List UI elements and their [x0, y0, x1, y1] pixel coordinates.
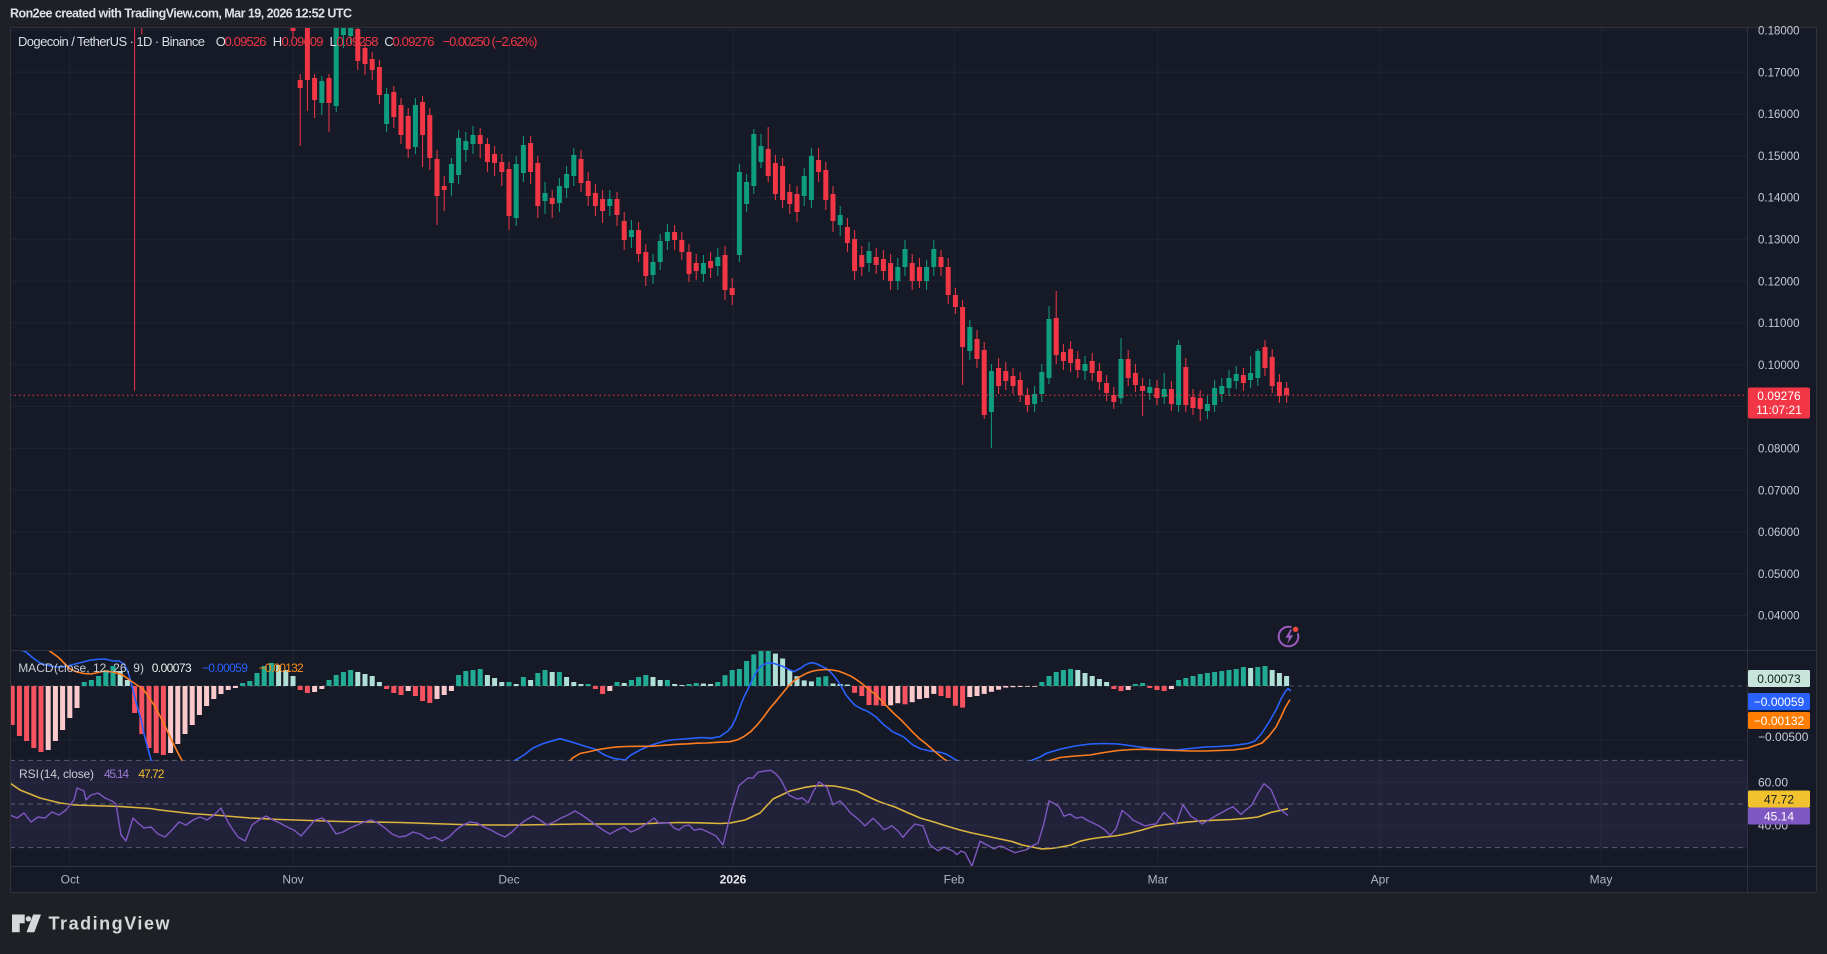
svg-text:Ron2ee created with TradingVie: Ron2ee created with TradingView.com, Mar… — [10, 7, 352, 21]
svg-text:Mar: Mar — [1148, 873, 1169, 887]
svg-text:0.00073: 0.00073 — [152, 661, 192, 675]
svg-text:45.14: 45.14 — [1764, 810, 1794, 824]
svg-text:0.00073: 0.00073 — [1757, 672, 1801, 686]
svg-text:Apr: Apr — [1371, 873, 1390, 887]
svg-text:0.07000: 0.07000 — [1758, 485, 1800, 497]
svg-text:−0.00132: −0.00132 — [1754, 714, 1805, 728]
svg-text:Feb: Feb — [944, 873, 965, 887]
svg-text:O: O — [216, 34, 226, 49]
svg-text:(14, close): (14, close) — [40, 767, 94, 781]
svg-text:0.10000: 0.10000 — [1758, 360, 1800, 372]
svg-text:−0.00500: −0.00500 — [1758, 730, 1809, 744]
svg-text:0.09276: 0.09276 — [1757, 389, 1801, 403]
svg-text:0.09526: 0.09526 — [225, 34, 267, 49]
svg-text:0.17000: 0.17000 — [1758, 67, 1800, 79]
svg-text:0.06000: 0.06000 — [1758, 527, 1800, 539]
svg-text:45.14: 45.14 — [104, 767, 129, 781]
svg-text:0.09258: 0.09258 — [337, 34, 379, 49]
svg-text:Nov: Nov — [282, 873, 303, 887]
svg-text:−0.00059: −0.00059 — [202, 661, 248, 675]
svg-text:47.72: 47.72 — [138, 767, 164, 781]
svg-text:Dec: Dec — [498, 873, 519, 887]
svg-text:L: L — [330, 34, 337, 49]
svg-text:0.16000: 0.16000 — [1758, 109, 1800, 121]
svg-text:H: H — [273, 34, 282, 49]
svg-text:MACD: MACD — [18, 661, 54, 675]
svg-text:0.15000: 0.15000 — [1758, 151, 1800, 163]
svg-text:−0.00250 (−2.62%): −0.00250 (−2.62%) — [443, 34, 538, 49]
svg-text:0.18000: 0.18000 — [1758, 26, 1800, 38]
svg-text:Dogecoin / TetherUS · 1D · Bin: Dogecoin / TetherUS · 1D · Binance — [18, 34, 205, 49]
svg-text:60.00: 60.00 — [1758, 776, 1788, 790]
svg-text:(close, 12, 26, 9): (close, 12, 26, 9) — [54, 661, 144, 675]
svg-text:0.09276: 0.09276 — [393, 34, 435, 49]
svg-text:May: May — [1590, 873, 1613, 887]
svg-text:11:07:21: 11:07:21 — [1756, 403, 1802, 417]
svg-text:0.14000: 0.14000 — [1758, 193, 1800, 205]
svg-text:0.08000: 0.08000 — [1758, 444, 1800, 456]
svg-text:RSI: RSI — [19, 767, 39, 781]
svg-text:47.72: 47.72 — [1764, 793, 1794, 807]
svg-text:0.04000: 0.04000 — [1758, 611, 1800, 623]
svg-text:0.12000: 0.12000 — [1758, 276, 1800, 288]
svg-text:0.11000: 0.11000 — [1758, 318, 1800, 330]
svg-text:−0.00132: −0.00132 — [259, 661, 304, 675]
svg-text:Oct: Oct — [61, 873, 80, 887]
svg-text:2026: 2026 — [720, 873, 747, 887]
svg-text:C: C — [384, 34, 393, 49]
svg-text:0.05000: 0.05000 — [1758, 569, 1800, 581]
svg-text:−0.00059: −0.00059 — [1754, 695, 1805, 709]
svg-text:TradingView: TradingView — [49, 914, 171, 934]
svg-text:0.09609: 0.09609 — [282, 34, 324, 49]
svg-text:0.13000: 0.13000 — [1758, 235, 1800, 247]
